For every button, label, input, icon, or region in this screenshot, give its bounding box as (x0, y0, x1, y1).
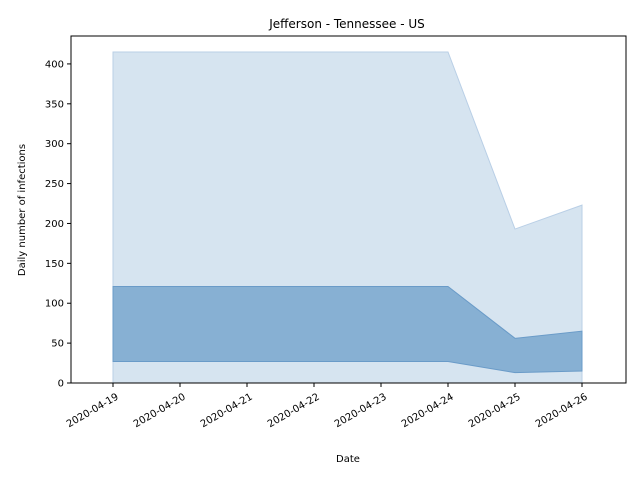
y-tick-label: 200 (45, 219, 64, 230)
chart-title: Jefferson - Tennessee - US (268, 17, 425, 31)
x-tick-label: 2020-04-22 (266, 392, 322, 431)
y-tick-label: 400 (45, 59, 64, 70)
x-tick-label: 2020-04-20 (132, 392, 188, 431)
x-tick-label: 2020-04-23 (333, 392, 389, 431)
y-tick-label: 100 (45, 299, 64, 310)
x-tick-label: 2020-04-24 (400, 392, 456, 431)
plot-areas (112, 51, 583, 384)
y-axis: 0 50 100 150 200 250 300 350 400 (45, 59, 71, 390)
plot-frame (70, 35, 627, 384)
x-axis: 2020-04-19 2020-04-20 2020-04-21 2020-04-22… (65, 383, 590, 430)
x-tick-label: 2020-04-19 (65, 392, 121, 431)
x-axis-label: Date (336, 454, 360, 465)
y-axis-label: Daily number of infections (17, 144, 28, 276)
y-tick-label: 50 (51, 339, 64, 350)
x-tick-label: 2020-04-21 (199, 392, 255, 431)
y-tick-label: 350 (45, 99, 64, 110)
y-tick-label: 300 (45, 139, 64, 150)
x-tick-label: 2020-04-26 (534, 392, 590, 431)
x-tick-label: 2020-04-25 (467, 392, 523, 431)
y-tick-label: 250 (45, 179, 64, 190)
y-tick-label: 150 (45, 259, 64, 270)
band-area-1 (112, 285, 583, 374)
y-tick-label: 0 (58, 379, 64, 390)
